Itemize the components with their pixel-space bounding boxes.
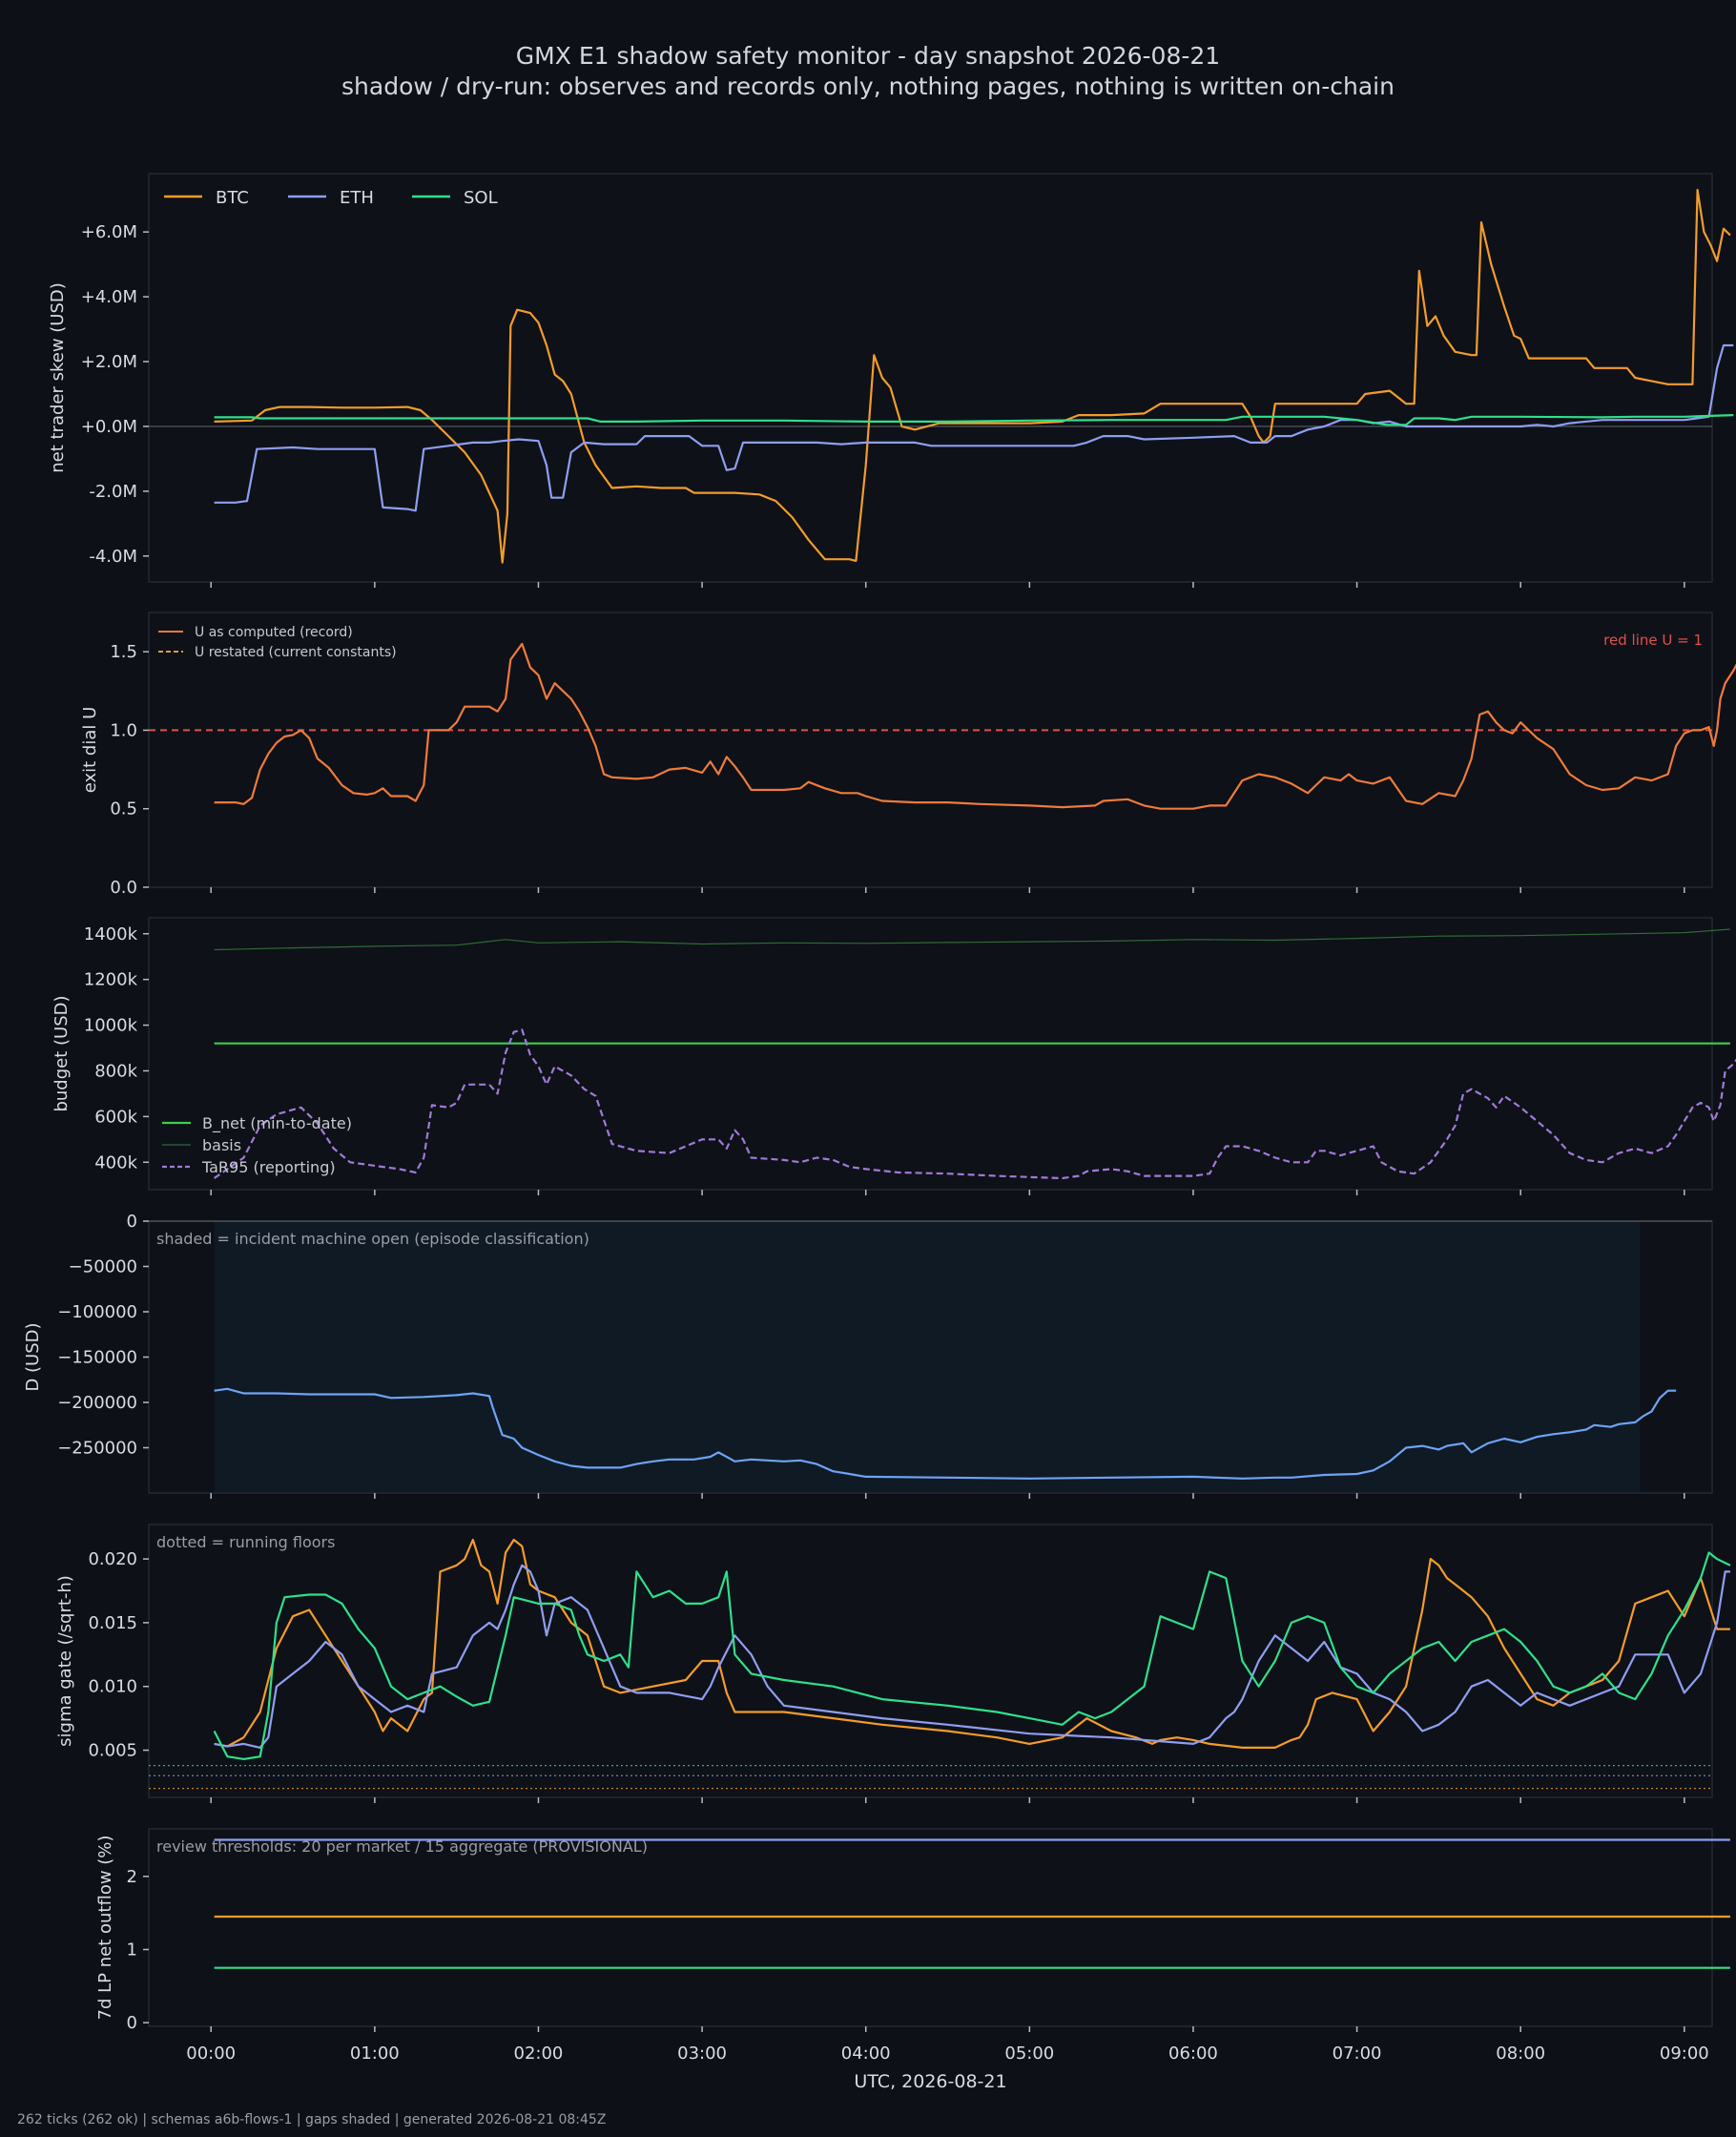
y-tick-label: 1.5	[110, 642, 137, 662]
panel-frame-budget	[148, 917, 1713, 1191]
y-tick-label: 1.0	[110, 720, 137, 740]
y-tick-label: 0	[127, 2013, 137, 2033]
x-tick-label: 07:00	[1333, 2044, 1382, 2064]
series-line-eth	[214, 343, 1734, 512]
y-tick-label: −250000	[57, 1439, 137, 1459]
y-tick-label: 1000k	[84, 1016, 138, 1036]
legend-label: basis	[202, 1136, 241, 1154]
y-tick-label: 0.010	[88, 1677, 137, 1697]
y-axis-label: net trader skew (USD)	[48, 282, 68, 473]
y-tick-label: -4.0M	[89, 547, 137, 567]
footer-status: 262 ticks (262 ok) | schemas a6b-flows-1…	[17, 2112, 607, 2127]
y-tick-label: 600k	[94, 1107, 137, 1127]
incident-shade-region	[214, 1222, 1641, 1492]
y-tick-label: +0.0M	[81, 417, 137, 437]
y-tick-label: 1	[127, 1940, 137, 1961]
y-tick-label: 1200k	[84, 970, 138, 990]
y-tick-label: −150000	[57, 1348, 137, 1368]
y-axis-label: sigma gate (/sqrt-h)	[55, 1575, 75, 1747]
panel-frame-dial	[148, 612, 1713, 888]
series-line-u-as-computed-record-	[214, 642, 1736, 810]
series-line-d	[214, 1387, 1677, 1480]
chart-title: GMX E1 shadow safety monitor - day snaps…	[515, 42, 1221, 70]
y-axis-label: budget (USD)	[52, 995, 72, 1111]
y-axis-label: 7d LP net outflow (%)	[95, 1836, 115, 2021]
y-axis-label: D (USD)	[23, 1322, 43, 1391]
y-tick-label: +6.0M	[81, 222, 137, 242]
panel-annotation: review thresholds: 20 per market / 15 ag…	[156, 1837, 648, 1856]
series-line-sol	[213, 1551, 1731, 1760]
y-tick-label: −100000	[57, 1302, 137, 1322]
y-tick-label: 800k	[94, 1061, 137, 1081]
panel-frame-skew	[148, 173, 1713, 583]
y-tick-label: 2	[127, 1867, 137, 1887]
panel-annotation: shaded = incident machine open (episode …	[156, 1230, 589, 1248]
y-tick-label: +2.0M	[81, 352, 137, 372]
legend-label: U as computed (record)	[195, 625, 353, 640]
y-tick-label: +4.0M	[81, 287, 137, 307]
y-tick-label: −200000	[57, 1393, 137, 1413]
y-tick-label: -2.0M	[89, 482, 137, 502]
y-tick-label: 0.0	[110, 878, 137, 898]
legend-label: ETH	[340, 188, 374, 208]
panel-frame-sigma	[148, 1524, 1713, 1798]
y-tick-label: 0.5	[110, 799, 137, 820]
y-tick-label: 0.015	[88, 1613, 137, 1633]
x-axis-label: UTC, 2026-08-21	[854, 2071, 1006, 2092]
x-tick-label: 06:00	[1168, 2044, 1218, 2064]
legend-label: SOL	[464, 188, 498, 208]
x-tick-label: 05:00	[1004, 2044, 1054, 2064]
y-tick-label: 0.020	[88, 1549, 137, 1569]
series-line-eth	[214, 1564, 1730, 1749]
y-axis-label: exit dial U	[80, 707, 100, 794]
red-line-label: red line U = 1	[1603, 632, 1703, 649]
x-tick-label: 01:00	[350, 2044, 400, 2064]
legend-label: B_net (min-to-date)	[202, 1114, 352, 1133]
legend-label: U restated (current constants)	[195, 645, 397, 660]
panel-frame-outflow	[148, 1828, 1713, 2027]
series-line-btc	[214, 188, 1731, 564]
y-tick-label: 0	[127, 1212, 137, 1232]
series-line-basis	[214, 928, 1730, 951]
legend-label: BTC	[216, 188, 249, 208]
y-tick-label: 400k	[94, 1152, 137, 1172]
series-line-tar95-reporting-	[213, 1028, 1736, 1180]
x-tick-label: 02:00	[514, 2044, 564, 2064]
legend-label: TaR95 (reporting)	[201, 1158, 336, 1176]
chart-subtitle: shadow / dry-run: observes and records o…	[341, 73, 1395, 100]
y-tick-label: 1400k	[84, 924, 138, 944]
x-tick-label: 08:00	[1496, 2044, 1545, 2064]
panel-annotation: dotted = running floors	[156, 1533, 335, 1551]
x-tick-label: 03:00	[677, 2044, 727, 2064]
x-tick-label: 09:00	[1660, 2044, 1709, 2064]
x-tick-label: 04:00	[841, 2044, 891, 2064]
y-tick-label: −50000	[69, 1257, 137, 1277]
y-tick-label: 0.005	[88, 1741, 137, 1761]
x-tick-label: 00:00	[186, 2044, 236, 2064]
series-line-sol	[214, 414, 1734, 426]
